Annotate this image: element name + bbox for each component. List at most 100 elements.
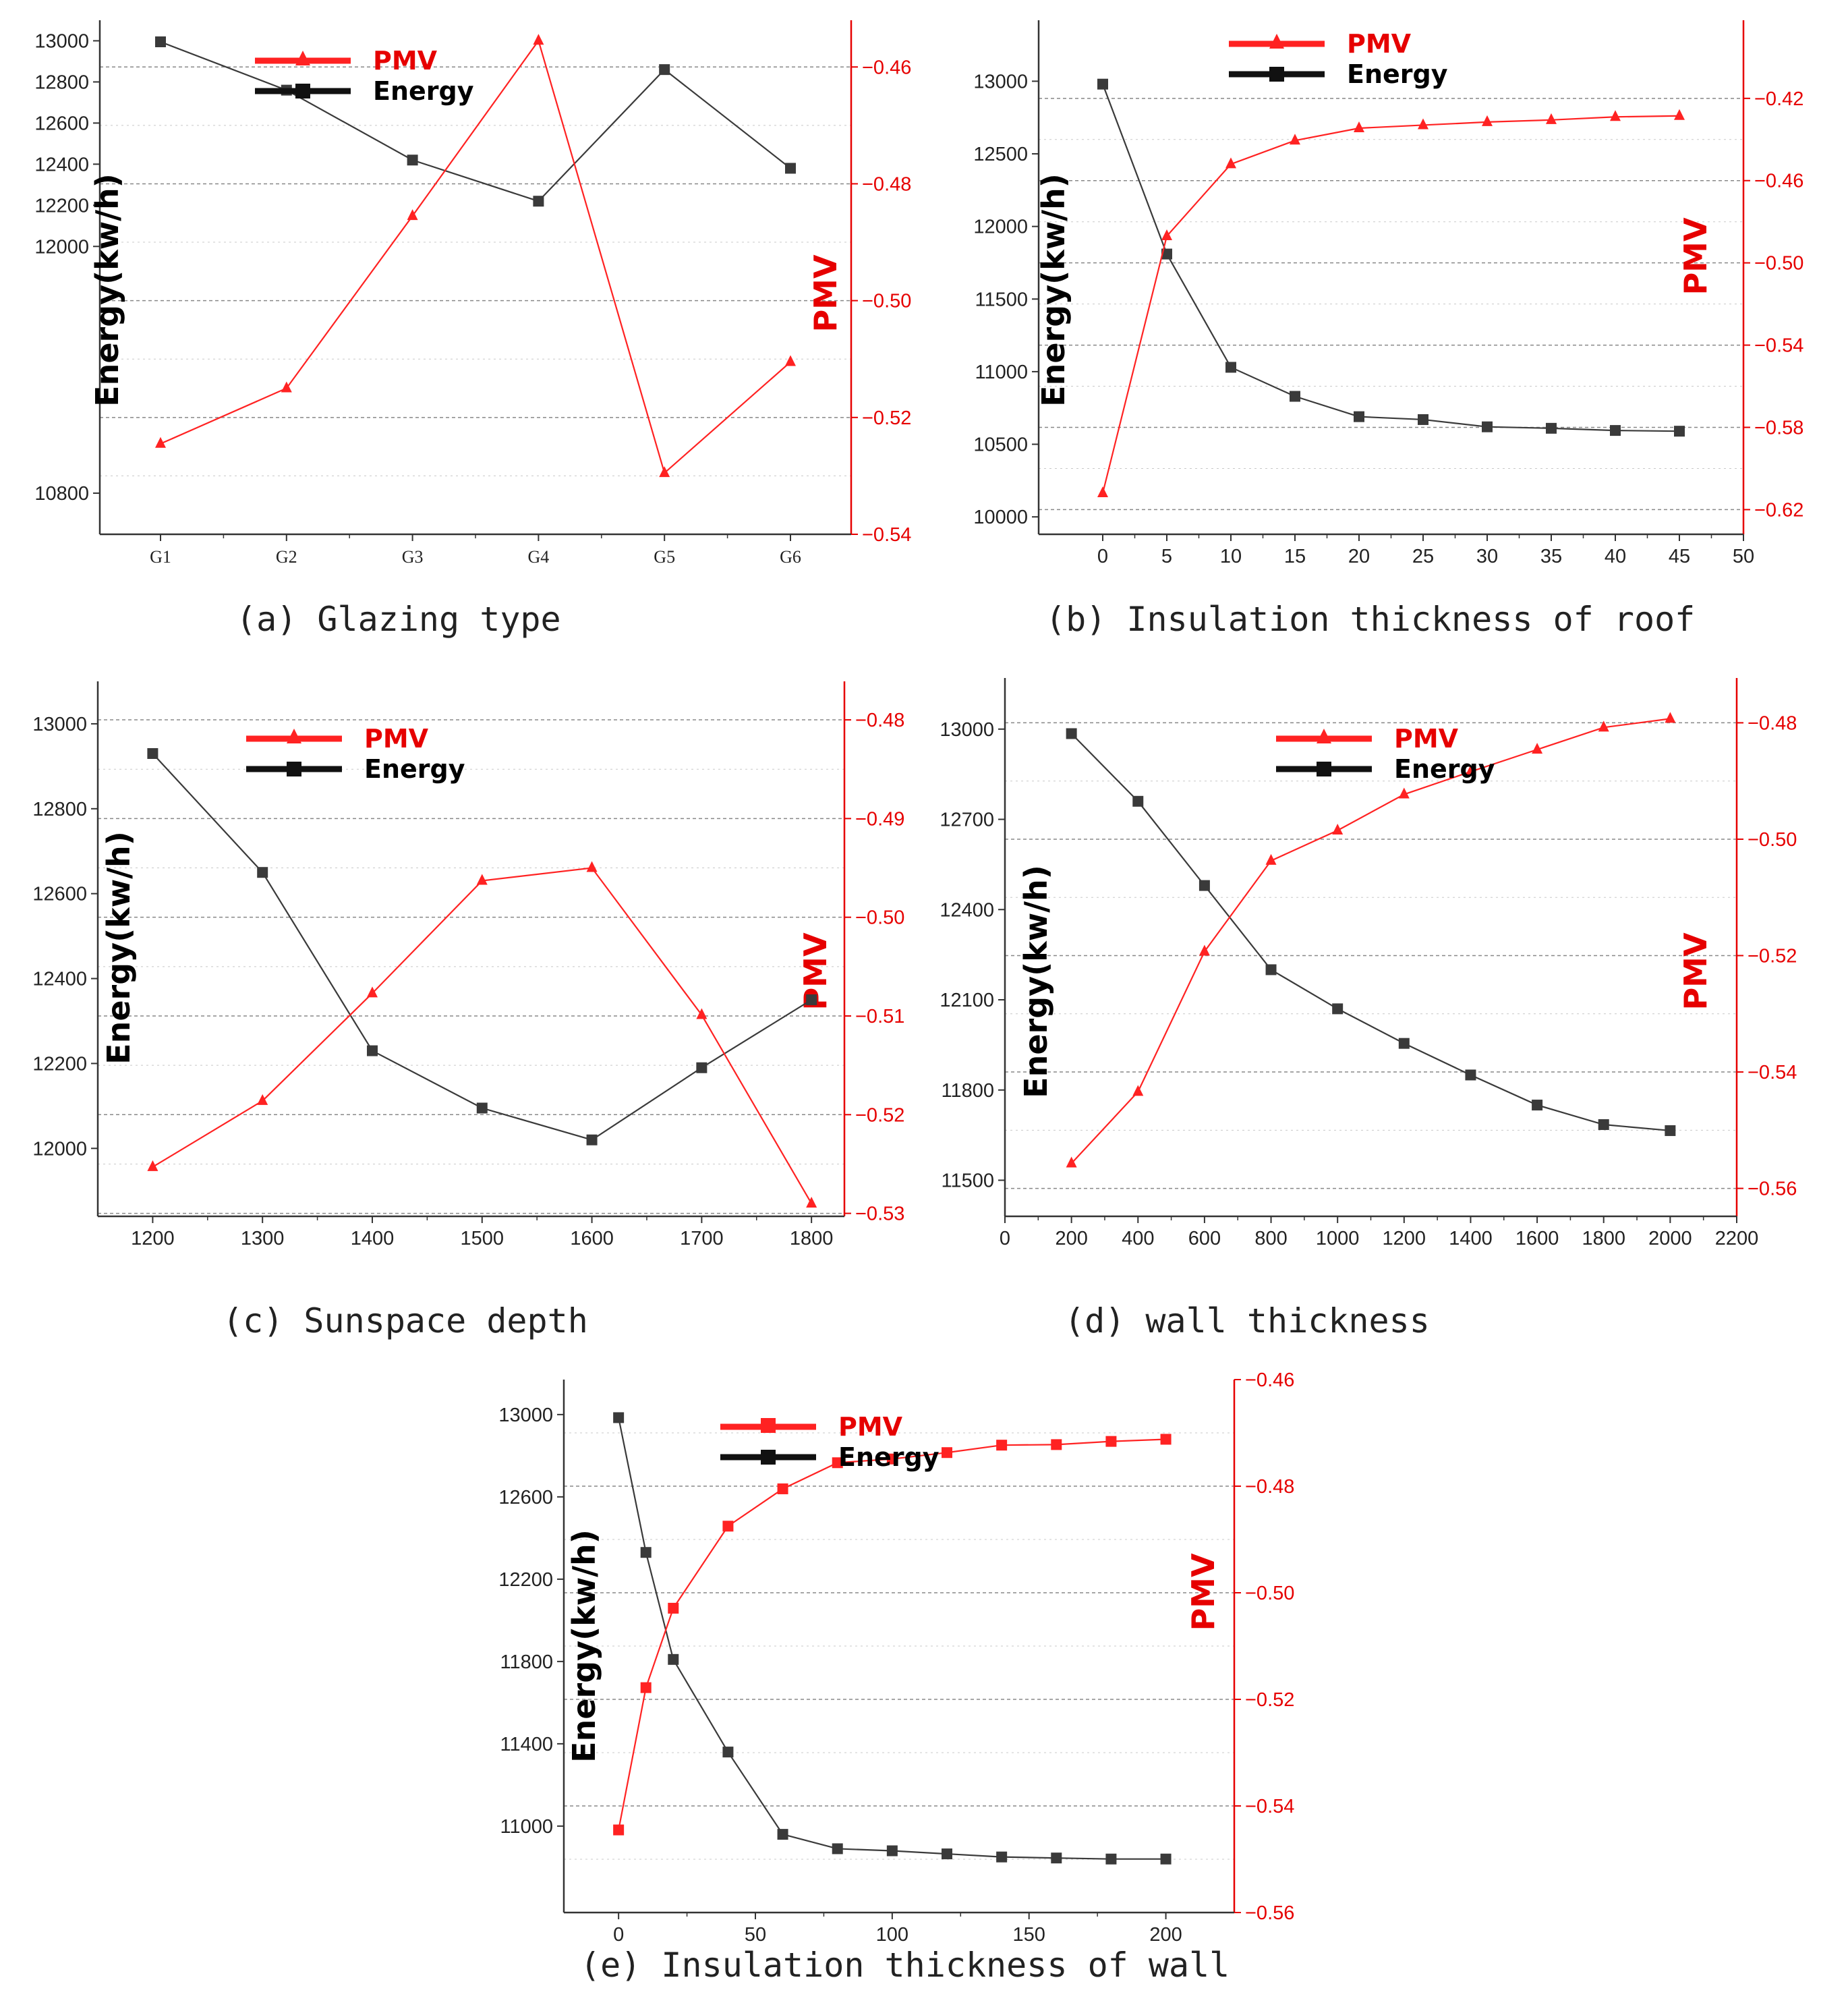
y-axis-label-pmv: PMV — [807, 254, 844, 332]
pmv-point — [659, 466, 670, 478]
left-tick-label: 12000 — [32, 1138, 87, 1160]
left-tick-label: 13000 — [498, 1405, 553, 1426]
left-tick-label: 12000 — [973, 217, 1028, 238]
x-tick-label: G3 — [402, 547, 424, 567]
pmv-series-line — [1070, 718, 1671, 1164]
x-tick-label: 50 — [745, 1924, 766, 1946]
energy-point — [640, 1547, 652, 1558]
left-tick-label: 13000 — [34, 30, 89, 52]
legend-pmv-label: PMV — [364, 724, 429, 754]
chart-caption: (e) Insulation thickness of wall — [580, 1946, 1230, 1985]
chart-sunspace-depth: 13000 12800 12600 12400 12200 12000 −0.48 −0.49… — [32, 681, 904, 1340]
energy-point — [806, 994, 817, 1006]
x-tick-label: 1600 — [1515, 1228, 1559, 1249]
legend-energy-marker — [761, 1450, 776, 1465]
right-tick-label: −0.48 — [862, 173, 911, 195]
left-tick-label: 12700 — [940, 810, 994, 831]
left-tick-label: 11800 — [500, 1651, 554, 1673]
right-tick-label: −0.52 — [1245, 1689, 1294, 1711]
energy-point — [1097, 78, 1108, 90]
x-tick-label: 0 — [613, 1924, 624, 1946]
left-tick-label: 12400 — [940, 899, 994, 921]
left-tick-label: 11400 — [500, 1734, 554, 1755]
right-tick-label: −0.48 — [855, 710, 904, 731]
y-axis-label-pmv: PMV — [1677, 932, 1714, 1010]
energy-point — [257, 867, 268, 878]
pmv-point — [640, 1682, 652, 1693]
left-tick-label: 12200 — [32, 1053, 87, 1075]
chart-caption: (d) wall thickness — [1064, 1301, 1430, 1340]
energy-point — [1332, 1003, 1344, 1015]
x-tick-label: 1800 — [1582, 1228, 1625, 1249]
energy-series-line — [618, 1417, 1166, 1860]
energy-point — [1160, 1853, 1172, 1865]
right-tick-label: −0.50 — [1245, 1583, 1294, 1604]
x-tick-label: 20 — [1348, 546, 1370, 567]
energy-point — [1398, 1038, 1410, 1049]
legend-pmv-label: PMV — [1347, 29, 1412, 59]
left-tick-label: 11500 — [975, 289, 1029, 310]
energy-series-line — [160, 40, 791, 202]
energy-point — [1265, 964, 1277, 975]
x-tick-label: 45 — [1669, 546, 1690, 567]
x-tick-label: 1200 — [1383, 1228, 1426, 1249]
energy-point — [1610, 425, 1621, 436]
x-tick-label: 1600 — [570, 1228, 614, 1249]
left-tick-label: 12800 — [34, 72, 89, 93]
energy-point — [476, 1102, 488, 1114]
x-tick-label: 1400 — [1449, 1228, 1493, 1249]
x-tick-label: 1400 — [351, 1228, 395, 1249]
left-tick-label: 12400 — [34, 154, 89, 175]
x-tick-label: G6 — [780, 547, 801, 567]
energy-point — [366, 1045, 378, 1056]
right-tick-label: −0.54 — [1245, 1796, 1294, 1817]
energy-point — [886, 1845, 898, 1857]
y-axis-label-energy: Energy(kw/h) — [1018, 865, 1054, 1098]
x-tick-label: 200 — [1055, 1228, 1087, 1249]
x-tick-label: 10 — [1220, 546, 1242, 567]
chart-wall-insulation: 13000 12600 12200 11800 11400 11000 −0.46 −0.48… — [498, 1369, 1294, 1985]
energy-point — [696, 1062, 708, 1073]
pmv-point — [1132, 1085, 1144, 1096]
energy-point — [1418, 414, 1428, 425]
pmv-point — [586, 861, 598, 872]
x-tick-label: 30 — [1476, 546, 1498, 567]
chart-roof-insulation: 13000125001200011500110001050010000−0.42… — [973, 20, 1803, 639]
pmv-series-line — [160, 38, 791, 475]
left-tick-label: 11000 — [975, 362, 1029, 383]
energy-point — [533, 196, 544, 207]
x-tick-label: 200 — [1149, 1924, 1182, 1946]
right-tick-label: −0.54 — [1748, 1062, 1797, 1083]
pmv-point — [785, 355, 796, 366]
x-tick-label: 40 — [1605, 546, 1626, 567]
right-tick-label: −0.50 — [1748, 829, 1797, 851]
x-tick-label: 800 — [1254, 1228, 1287, 1249]
right-tick-label: −0.51 — [855, 1006, 904, 1027]
legend-energy-marker — [1317, 762, 1331, 776]
right-tick-label: −0.49 — [855, 808, 904, 830]
legend-pmv-marker — [295, 51, 310, 65]
energy-point — [1674, 426, 1685, 437]
energy-series-line — [1070, 733, 1671, 1132]
pmv-point — [806, 1196, 817, 1208]
legend-pmv-marker — [287, 729, 301, 743]
pmv-point — [1674, 109, 1685, 120]
y-axis-label-energy: Energy(kw/h) — [1035, 173, 1072, 407]
energy-series-line — [152, 753, 812, 1141]
left-tick-label: 11500 — [942, 1170, 995, 1192]
x-tick-label: 1800 — [790, 1228, 834, 1249]
legend-energy-marker — [1269, 67, 1284, 82]
energy-point — [1532, 1100, 1543, 1111]
chart-caption: (a) Glazing type — [236, 600, 561, 639]
x-tick-label: 50 — [1733, 546, 1754, 567]
legend-pmv-marker — [761, 1418, 776, 1433]
left-tick-label: 12800 — [32, 799, 87, 820]
left-tick-label: 12600 — [498, 1487, 553, 1508]
energy-point — [722, 1747, 734, 1758]
energy-point — [1199, 880, 1210, 891]
left-tick-label: 11800 — [942, 1080, 995, 1102]
pmv-point — [832, 1457, 843, 1469]
chart-caption: (c) Sunspace depth — [223, 1301, 588, 1340]
pmv-point — [1199, 944, 1210, 956]
pmv-point — [533, 34, 544, 45]
